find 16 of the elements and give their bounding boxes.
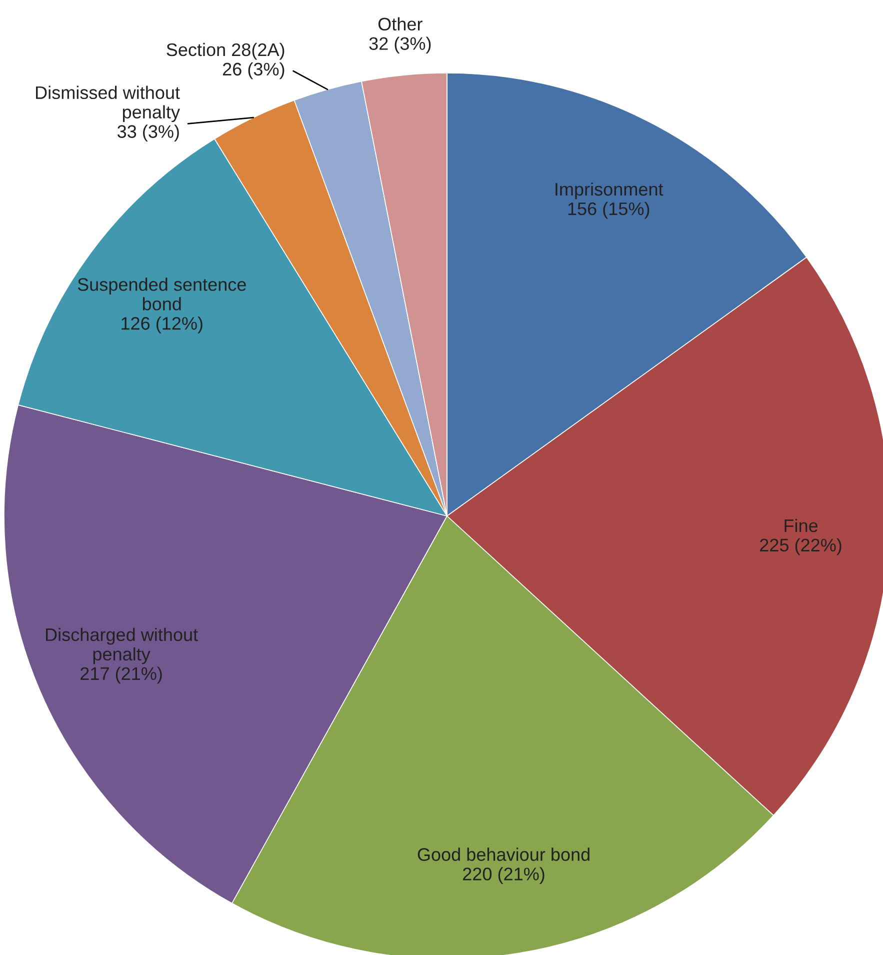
- slice-label: Section 28(2A): [166, 42, 284, 60]
- slice-label: Imprisonment: [556, 182, 664, 200]
- data-label: 26 (3%): [222, 62, 284, 80]
- slice-label: Good behaviour bond: [418, 848, 590, 861]
- data-label: 126 (12%): [122, 316, 202, 334]
- data-label: 220 (21%): [463, 867, 544, 884]
- data-label: 156 (15%): [568, 202, 650, 219]
- slice-label: Discharged without penalty: [46, 628, 198, 664]
- data-label: 225 (22%): [760, 538, 842, 556]
- slice-label: Dismissed without penalty: [36, 86, 180, 122]
- slice-label: Suspended sentence bond: [78, 278, 246, 310]
- data-label: 217 (21%): [80, 666, 162, 684]
- data-label: 33 (3%): [118, 124, 179, 142]
- slice-label: Fine: [784, 518, 818, 532]
- data-label: 32 (3%): [369, 36, 431, 54]
- slice-label: Other: [378, 17, 422, 31]
